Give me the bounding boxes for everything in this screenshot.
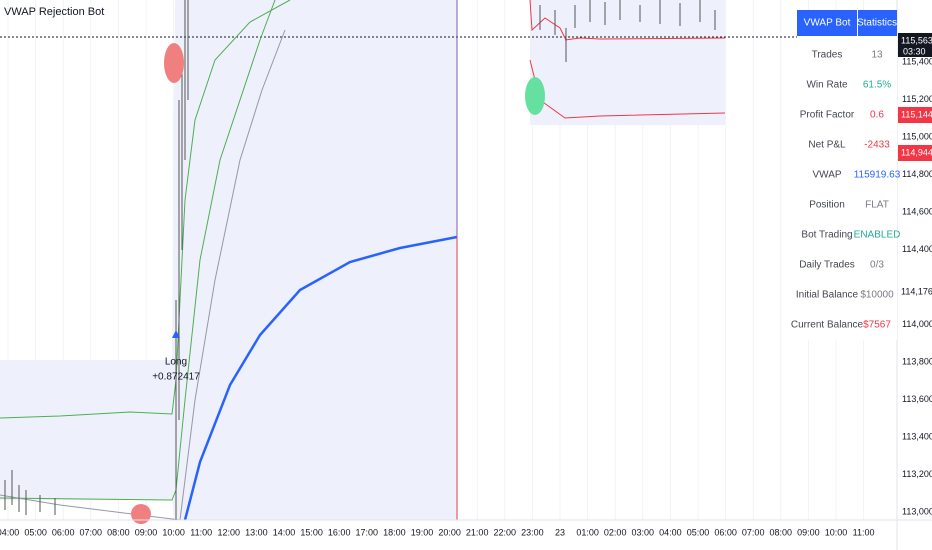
price-tag <box>898 284 932 300</box>
price-tag-text: 115,563 <box>901 35 932 45</box>
table-header-cell <box>797 10 857 36</box>
entry-arrow <box>172 330 180 338</box>
price-tag-text: 114,176 <box>901 286 932 296</box>
stat-value: $7567 <box>863 320 891 331</box>
price-label: 113,200 <box>902 469 932 479</box>
time-label: 23:00 <box>521 527 544 537</box>
price-label: 113,400 <box>902 431 932 441</box>
stat-label: Net P&L <box>808 140 846 151</box>
time-label: 05:00 <box>24 527 47 537</box>
stat-value: -2433 <box>864 140 890 151</box>
price-label: 114,400 <box>902 244 932 254</box>
upper-band <box>0 0 291 419</box>
stat-label: VWAP <box>812 170 841 181</box>
time-label: 16:00 <box>328 527 351 537</box>
price-label: 115,000 <box>902 131 932 141</box>
time-label: 07:00 <box>80 527 103 537</box>
indicator-title: VWAP Rejection Bot <box>4 6 104 18</box>
price-label: 114,000 <box>902 319 932 329</box>
time-label: 01:00 <box>576 527 599 537</box>
table-bg <box>797 10 897 340</box>
stat-value: 0/3 <box>870 260 884 271</box>
vwap-line <box>183 235 458 521</box>
time-label: 07:00 <box>742 527 765 537</box>
signal-marker <box>525 77 545 115</box>
time-label: 02:00 <box>604 527 627 537</box>
price-label: 113,600 <box>902 394 932 404</box>
time-label: 19:00 <box>411 527 434 537</box>
price-label: 113,000 <box>902 506 932 516</box>
signal-marker <box>164 43 184 83</box>
table-header: VWAP Bot <box>804 18 851 29</box>
stat-label: Trades <box>812 50 843 61</box>
stat-value: 0.6 <box>870 110 884 121</box>
stat-value: 115919.63 <box>854 170 901 181</box>
stat-value: $10000 <box>860 290 894 301</box>
time-label: 20:00 <box>438 527 461 537</box>
time-label: 09:00 <box>135 527 158 537</box>
stat-label: Bot Trading <box>801 230 852 241</box>
price-tag-time: 03:30 <box>903 46 926 56</box>
time-label: 10:00 <box>162 527 185 537</box>
time-label: 04:00 <box>0 527 19 537</box>
price-tag-text: 115,144 <box>901 109 932 119</box>
stat-value: 13 <box>871 50 883 61</box>
red-band <box>529 0 567 41</box>
inner-band <box>0 0 276 501</box>
band-fill <box>530 0 725 125</box>
stat-label: Position <box>809 200 845 211</box>
trade-value: +0.872417 <box>152 372 200 383</box>
stat-label: Daily Trades <box>799 260 855 271</box>
price-label: 114,600 <box>902 206 932 216</box>
time-label: 14:00 <box>273 527 296 537</box>
time-label: 13:00 <box>245 527 268 537</box>
time-label: 15:00 <box>300 527 323 537</box>
time-label: 21:00 <box>466 527 489 537</box>
time-label: 08:00 <box>107 527 130 537</box>
price-label: 115,400 <box>902 56 932 66</box>
time-label: 06:00 <box>714 527 737 537</box>
trade-side: Long <box>165 357 187 368</box>
price-label: 115,200 <box>902 94 932 104</box>
stat-label: Win Rate <box>806 80 848 91</box>
price-tag <box>898 107 932 123</box>
time-label: 11:00 <box>190 527 212 537</box>
price-tag <box>898 145 932 161</box>
stat-label: Current Balance <box>791 320 864 331</box>
stat-value: 61.5% <box>863 80 891 91</box>
stat-label: Initial Balance <box>796 290 859 301</box>
stats-table: VWAP Bot Statistics Trades 13 Win Rate 61.5% P… <box>791 10 901 340</box>
time-label: 05:00 <box>687 527 710 537</box>
time-label: 10:00 <box>825 527 848 537</box>
time-label: 03:00 <box>632 527 655 537</box>
time-label: 12:00 <box>218 527 241 537</box>
stat-label: Profit Factor <box>800 110 855 121</box>
time-label: 09:00 <box>797 527 820 537</box>
time-label: 17:00 <box>356 527 379 537</box>
time-label: 23 <box>555 527 565 537</box>
signal-marker <box>131 504 151 524</box>
red-band <box>564 37 726 41</box>
price-tag <box>898 33 932 57</box>
time-label: 08:00 <box>770 527 793 537</box>
time-label: 22:00 <box>494 527 517 537</box>
price-label: 113,800 <box>902 356 932 366</box>
price-tag-text: 114,944 <box>901 147 932 157</box>
time-label: 04:00 <box>659 527 682 537</box>
price-label: 114,800 <box>902 169 932 179</box>
axes: 04:00 05:00 06:00 07:00 08:00 09:00 10:00 11:00… <box>0 33 932 537</box>
time-label: 11:00 <box>853 527 875 537</box>
table-header: Statistics <box>857 18 897 29</box>
stat-value: ENABLED <box>854 230 901 241</box>
table-header-cell <box>858 10 897 36</box>
stat-value: FLAT <box>865 200 889 211</box>
band-fill <box>0 0 457 520</box>
time-label: 06:00 <box>52 527 75 537</box>
time-label: 18:00 <box>383 527 406 537</box>
